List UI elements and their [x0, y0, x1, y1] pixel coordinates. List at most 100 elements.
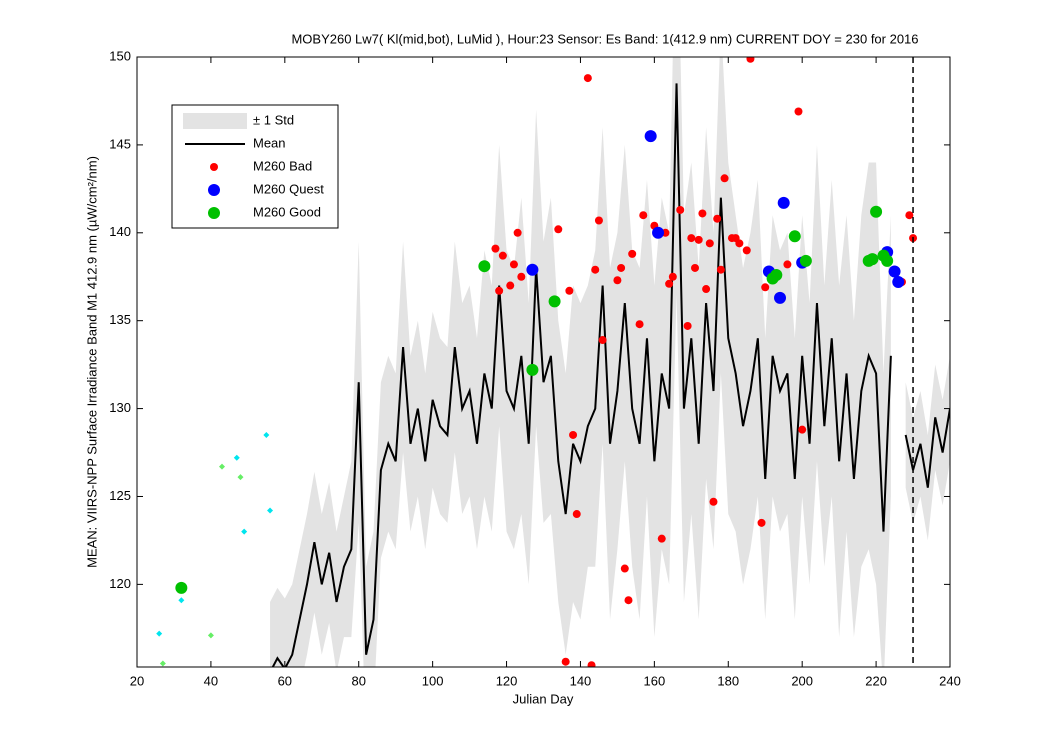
data-point [561, 657, 570, 666]
data-point [694, 235, 703, 244]
y-tick-label: 140 [109, 224, 131, 239]
data-point [691, 263, 700, 272]
legend-label: Mean [253, 135, 286, 150]
data-point [799, 254, 812, 267]
data-point [517, 272, 526, 281]
data-point [774, 291, 787, 304]
data-point [583, 74, 592, 83]
y-tick-label: 145 [109, 136, 131, 151]
data-point [888, 265, 901, 278]
legend-swatch [208, 207, 220, 219]
data-point [716, 265, 725, 274]
data-point [237, 474, 244, 481]
x-tick-label: 160 [644, 673, 666, 688]
data-point [757, 518, 766, 527]
plot-area [156, 57, 950, 667]
x-tick-label: 200 [791, 673, 813, 688]
data-point [665, 279, 674, 288]
legend-swatch [208, 184, 220, 196]
data-point [628, 249, 637, 258]
x-tick-label: 220 [865, 673, 887, 688]
data-point [233, 454, 240, 461]
data-point [676, 205, 685, 214]
data-point [870, 205, 883, 218]
data-point [156, 630, 163, 637]
x-tick-label: 80 [351, 673, 365, 688]
std-band [905, 355, 950, 541]
data-point [267, 507, 274, 514]
data-point [657, 534, 666, 543]
data-point [617, 263, 626, 272]
data-point [491, 244, 500, 253]
data-point [548, 295, 561, 308]
data-point [178, 597, 185, 604]
data-point [731, 234, 740, 243]
data-point [513, 228, 522, 237]
data-point [620, 564, 629, 573]
data-point [613, 276, 622, 285]
data-point [668, 272, 677, 281]
data-point [218, 463, 225, 470]
data-point [635, 320, 644, 329]
legend-swatch [183, 113, 247, 129]
legend-label: M260 Bad [253, 158, 312, 173]
data-point [705, 239, 714, 248]
data-point [892, 276, 905, 289]
y-axis-label: MEAN: VIIRS-NPP Surface Irradiance Band … [84, 156, 99, 568]
data-point [569, 430, 578, 439]
data-point [506, 281, 515, 290]
data-point [594, 216, 603, 225]
data-point [639, 211, 648, 220]
x-tick-label: 100 [422, 673, 444, 688]
data-point [624, 596, 633, 605]
data-point [526, 263, 539, 276]
data-point [263, 431, 270, 438]
data-point [698, 209, 707, 218]
data-point [798, 425, 807, 434]
data-point [683, 321, 692, 330]
data-point [526, 363, 539, 376]
y-tick-label: 125 [109, 488, 131, 503]
mean-line [271, 83, 892, 667]
x-tick-label: 240 [939, 673, 961, 688]
legend-label: M260 Quest [253, 181, 324, 196]
x-tick-label: 140 [570, 673, 592, 688]
data-point [905, 211, 914, 220]
data-point [770, 268, 783, 281]
data-point [498, 251, 507, 260]
data-point [652, 226, 665, 239]
data-point [241, 528, 248, 535]
y-tick-label: 150 [109, 48, 131, 63]
data-point [702, 285, 711, 294]
data-point [587, 661, 596, 667]
data-point [207, 632, 214, 639]
data-point [565, 286, 574, 295]
data-point [713, 214, 722, 223]
data-point [788, 230, 801, 243]
data-point [159, 660, 166, 667]
data-point [709, 497, 718, 506]
x-tick-label: 180 [717, 673, 739, 688]
data-point [591, 265, 600, 274]
data-point [720, 174, 729, 183]
legend-label: M260 Good [253, 204, 321, 219]
data-point [644, 130, 657, 143]
y-tick-label: 135 [109, 312, 131, 327]
data-point [881, 254, 894, 267]
data-point [794, 107, 803, 116]
x-axis-label: Julian Day [513, 691, 574, 706]
data-point [175, 581, 188, 594]
data-point [478, 260, 491, 273]
data-point [746, 57, 755, 63]
data-point [598, 336, 607, 345]
data-point [777, 196, 790, 209]
legend-swatch [210, 163, 218, 171]
data-point [866, 253, 879, 266]
x-tick-label: 120 [496, 673, 518, 688]
axes: 20 40 60 80 100 120 140 160 180 200 220 240 120 125 13… [109, 48, 961, 688]
legend-label: ± 1 Std [253, 112, 294, 127]
data-point [761, 283, 770, 292]
data-point [495, 286, 504, 295]
